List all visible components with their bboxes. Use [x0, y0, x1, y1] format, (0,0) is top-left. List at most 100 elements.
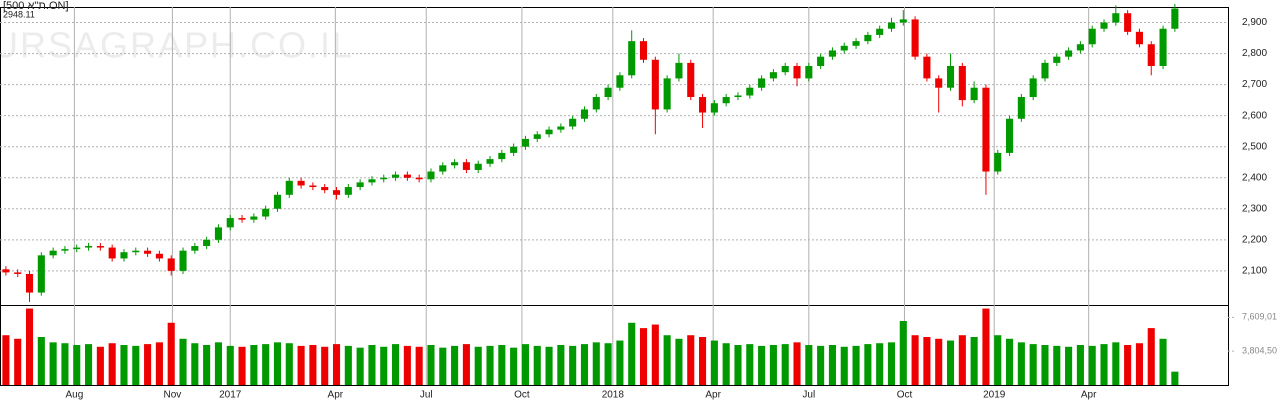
candle-body	[1100, 22, 1108, 29]
volume-bar	[545, 346, 553, 385]
volume-bar	[887, 342, 896, 385]
volume-bar	[285, 343, 293, 385]
y-tick-label: 2,100	[1242, 265, 1267, 276]
x-tick-label: Apr	[1081, 390, 1097, 401]
volume-bar	[356, 347, 364, 385]
candle-body	[285, 180, 293, 195]
volume-bar	[262, 344, 270, 385]
candle-body	[639, 41, 648, 60]
candle-body	[262, 208, 270, 217]
volume-bar	[309, 345, 317, 385]
volume-bar	[155, 342, 163, 385]
candle-body	[167, 258, 175, 271]
candle-body	[368, 179, 376, 183]
volume-bar	[96, 346, 104, 385]
y-tick-label: 2,900	[1242, 17, 1267, 28]
volume-bar	[817, 345, 825, 385]
volume-bar	[167, 322, 175, 385]
candle-body	[734, 95, 742, 98]
volume-bar	[1112, 342, 1120, 385]
volume-bar	[61, 343, 69, 385]
volume-bar	[344, 345, 352, 385]
candle-body	[273, 194, 282, 209]
volume-bar	[132, 345, 140, 385]
candle-body	[651, 59, 659, 110]
x-tick-label: Apr	[328, 390, 344, 401]
volume-bar	[368, 345, 376, 385]
candle-body	[132, 250, 140, 253]
volume-bar	[226, 345, 234, 385]
candle-body	[769, 72, 777, 79]
volume-bar	[651, 324, 659, 385]
volume-bar	[852, 345, 860, 385]
volume-bar	[2, 335, 10, 385]
volume-bar	[557, 345, 565, 385]
volume-bar	[840, 346, 848, 385]
volume-bar	[805, 345, 813, 385]
candle-body	[85, 246, 93, 248]
candle-body	[521, 138, 529, 147]
volume-bar	[14, 338, 22, 385]
candle-body	[592, 97, 600, 110]
volume-tick-label: 3,804,50	[1242, 346, 1277, 356]
candle-body	[982, 87, 990, 172]
volume-bar	[970, 337, 978, 385]
volume-bar	[876, 343, 884, 385]
candle-body	[1065, 50, 1073, 57]
candle-body	[557, 126, 565, 130]
candle-body	[427, 171, 435, 180]
volume-bar	[1088, 345, 1096, 385]
volume-bar	[120, 345, 128, 385]
x-tick-label: Jul	[802, 390, 815, 401]
candle-body	[628, 41, 636, 76]
volume-bar	[1100, 344, 1108, 385]
volume-bar	[616, 340, 624, 385]
candle-body	[96, 246, 104, 248]
volume-tick-label: 7,609,01	[1242, 312, 1277, 322]
volume-bar	[781, 344, 789, 385]
volume-bar	[734, 345, 742, 385]
y-tick-label: 2,700	[1242, 79, 1267, 90]
volume-bar	[510, 347, 518, 385]
volume-bar	[639, 328, 648, 385]
candle-body	[970, 87, 978, 101]
candle-body	[380, 177, 388, 180]
volume-bar	[580, 344, 589, 385]
volume-bar	[73, 345, 81, 385]
y-tick-label: 2,400	[1242, 172, 1267, 183]
volume-bar	[1147, 328, 1155, 385]
volume-bar	[273, 342, 282, 385]
volume-bar	[1135, 343, 1143, 385]
candle-body	[580, 109, 589, 119]
candle-body	[828, 50, 836, 57]
candle-body	[155, 253, 163, 259]
candle-body	[486, 159, 494, 164]
candle-body	[805, 65, 813, 79]
candle-body	[1171, 8, 1179, 29]
volume-bar	[699, 337, 707, 385]
candle-body	[1006, 118, 1014, 153]
volume-bar	[415, 346, 423, 385]
candle-body	[864, 34, 872, 42]
volume-bar	[191, 343, 199, 385]
volume-bar	[864, 344, 872, 385]
candle-body	[840, 45, 848, 51]
volume-bar	[1053, 345, 1061, 385]
x-tick-label: 2019	[983, 390, 1006, 401]
candle-body	[108, 247, 116, 259]
volume-bar	[214, 342, 222, 385]
volume-bar	[604, 343, 612, 385]
candle-body	[49, 250, 57, 256]
candle-body	[616, 75, 624, 88]
x-tick-label: Oct	[897, 390, 913, 401]
candle-body	[498, 152, 506, 160]
volume-bar	[332, 344, 341, 385]
candle-body	[994, 152, 1002, 172]
candle-body	[73, 247, 81, 250]
symbol: [500 ת"א.ON]	[3, 0, 69, 12]
volume-bar	[628, 322, 636, 385]
volume-bar	[982, 308, 990, 385]
y-tick-label: 2,300	[1242, 203, 1267, 214]
candle-body	[191, 246, 199, 251]
volume-bar	[1076, 345, 1084, 385]
